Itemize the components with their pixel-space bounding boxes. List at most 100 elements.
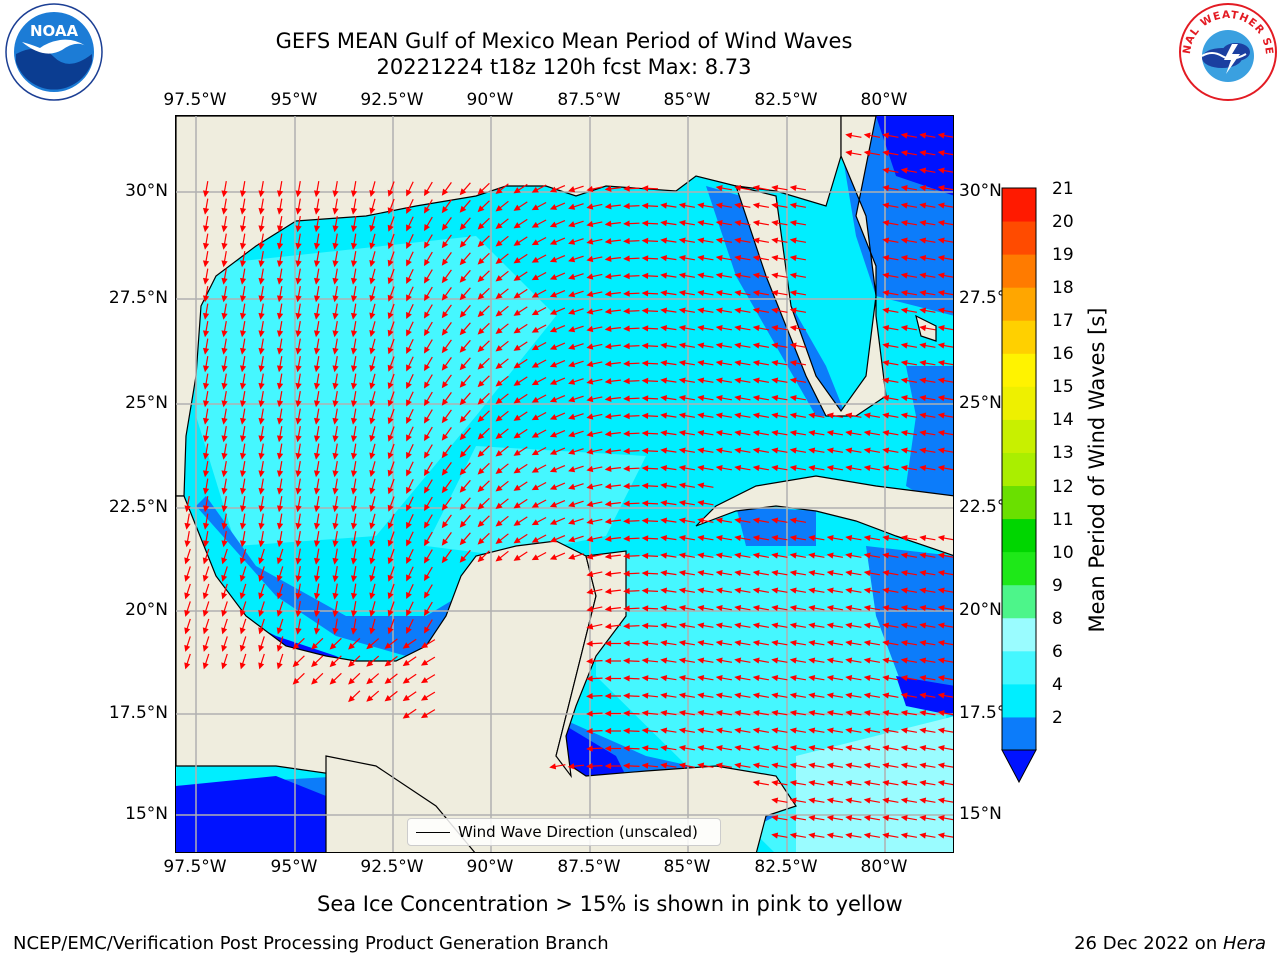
wave-direction-arrow-head: [900, 569, 908, 577]
wave-direction-arrow-head: [789, 219, 797, 227]
wave-direction-arrow-head: [715, 289, 723, 297]
chart-subtitle: 20221224 t18z 120h fcst Max: 8.73: [376, 55, 752, 79]
wave-direction-arrow-head: [441, 311, 449, 319]
wave-direction-arrow-head: [387, 399, 394, 407]
lon-tick-bottom-97.5: 97.5°W: [163, 857, 227, 877]
wave-direction-arrow-head: [295, 452, 302, 460]
wave-direction-arrow-head: [239, 540, 247, 548]
wave-direction-arrow-head: [424, 276, 430, 284]
wave-direction-arrow-head: [752, 289, 760, 297]
colorbar-label: 12: [1052, 476, 1074, 497]
wave-direction-arrow-head: [771, 254, 779, 262]
wave-direction-arrow-head: [697, 377, 705, 384]
wave-direction-arrow-head: [660, 430, 668, 437]
wave-direction-arrow-head: [697, 569, 705, 577]
wave-direction-arrow-head: [239, 400, 247, 408]
wave-direction-arrow-head: [313, 295, 321, 303]
wave-direction-arrow-head: [604, 378, 612, 385]
wave-direction-arrow-head: [387, 592, 394, 600]
wave-direction-arrow-head: [313, 505, 321, 513]
wave-direction-arrow-head: [845, 692, 853, 699]
wave-direction-arrow-head: [568, 221, 576, 228]
wave-direction-arrow-head: [715, 412, 723, 419]
wave-direction-arrow-head: [258, 207, 265, 215]
wave-direction-arrow-head: [604, 727, 612, 735]
wave-direction-arrow-head: [789, 814, 797, 822]
wave-direction-arrow-head: [549, 519, 558, 525]
wave-direction-arrow-head: [459, 520, 467, 528]
wave-direction-arrow-head: [863, 657, 871, 664]
wave-direction-arrow-head: [623, 692, 630, 699]
wave-direction-arrow-head: [641, 360, 649, 367]
wave-direction-arrow-head: [641, 255, 649, 262]
wave-direction-arrow-head: [350, 557, 358, 565]
wave-direction-arrow-head: [826, 744, 834, 752]
wave-direction-arrow-head: [808, 657, 816, 664]
wave-direction-arrow-head: [789, 342, 797, 349]
wave-direction-arrow-head: [882, 727, 890, 734]
wave-direction-arrow-head: [623, 727, 630, 734]
wave-direction-arrow-head: [568, 483, 576, 490]
wave-direction-arrow-head: [808, 447, 816, 454]
wave-direction-arrow-head: [441, 223, 449, 231]
wave-direction-arrow-head: [531, 291, 539, 298]
wave-direction-arrow-head: [808, 552, 816, 559]
wave-direction-arrow-head: [863, 447, 871, 454]
wave-direction-arrow-head: [789, 709, 797, 717]
wave-direction-arrow-head: [495, 345, 503, 352]
wave-direction-arrow-head: [332, 330, 339, 338]
wave-direction-arrow-head: [697, 359, 705, 367]
wave-direction-arrow-head: [641, 727, 649, 734]
wave-direction-arrow-head: [604, 588, 612, 595]
wave-direction-arrow-head: [678, 762, 686, 769]
wave-direction-arrow-head: [660, 342, 668, 349]
wave-direction-arrow-head: [882, 779, 890, 787]
wave-direction-arrow-head: [937, 167, 945, 174]
wave-direction-arrow-head: [202, 400, 210, 408]
wave-direction-arrow-head: [752, 447, 760, 454]
wave-direction-arrow-head: [678, 289, 686, 297]
wave-direction-arrow-head: [258, 557, 265, 565]
wave-direction-arrow-head: [845, 534, 853, 542]
wave-direction-arrow-head: [221, 277, 228, 285]
wave-direction-arrow-head: [752, 394, 760, 402]
wave-direction-arrow-head: [221, 312, 228, 320]
wave-direction-arrow-head: [715, 587, 723, 594]
wave-direction-arrow-head: [900, 254, 908, 262]
wave-direction-arrow-head: [715, 517, 723, 524]
wave-direction-arrow-head: [387, 347, 394, 355]
wave-direction-arrow-head: [678, 604, 686, 612]
wave-direction-arrow-head: [513, 484, 521, 491]
wave-direction-arrow-head: [350, 627, 358, 635]
wave-direction-arrow-head: [734, 324, 742, 332]
wave-direction-arrow-head: [384, 694, 392, 702]
wave-direction-arrow-head: [623, 237, 630, 245]
wave-direction-arrow-head: [568, 378, 576, 385]
wave-direction-arrow-head: [424, 608, 430, 617]
wave-direction-arrow-head: [715, 324, 723, 332]
wave-direction-arrow-head: [900, 639, 908, 647]
wave-direction-arrow-head: [313, 190, 321, 198]
wave-direction-arrow-head: [366, 660, 374, 667]
wave-direction-arrow-head: [789, 674, 797, 682]
wave-direction-arrow-head: [808, 797, 816, 804]
wave-direction-arrow-head: [919, 377, 927, 384]
wave-direction-arrow-head: [771, 394, 779, 402]
lat-tick-left-30: 30°N: [125, 181, 168, 201]
wave-direction-arrow-head: [771, 429, 779, 437]
wave-direction-arrow-head: [332, 452, 339, 460]
wave-direction-arrow-head: [919, 202, 927, 209]
wave-direction-arrow-head: [441, 398, 449, 406]
wave-direction-arrow-head: [715, 709, 723, 717]
wave-direction-arrow-head: [771, 219, 779, 227]
wave-direction-arrow-head: [586, 360, 594, 368]
wave-direction-arrow-head: [586, 675, 593, 682]
wave-direction-arrow-head: [459, 240, 467, 248]
wave-direction-arrow-head: [295, 225, 302, 233]
wave-direction-arrow-head: [221, 382, 228, 390]
wave-direction-arrow-head: [752, 237, 760, 244]
wave-direction-arrow-head: [295, 242, 302, 250]
wave-direction-arrow-head: [239, 207, 247, 215]
wave-direction-arrow-head: [771, 639, 779, 647]
wave-direction-arrow-head: [604, 343, 612, 350]
